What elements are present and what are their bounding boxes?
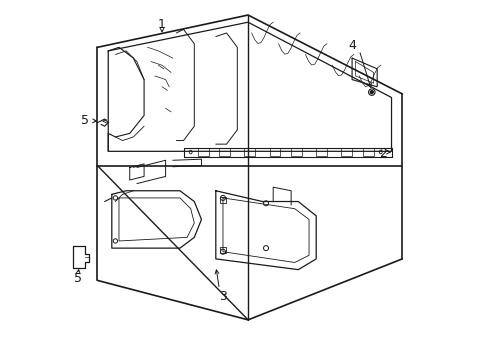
- Text: 2: 2: [378, 147, 386, 159]
- Text: 5: 5: [74, 272, 81, 285]
- Text: 3: 3: [219, 290, 226, 303]
- Text: 1: 1: [158, 18, 165, 31]
- Text: 5: 5: [81, 114, 89, 127]
- Text: 4: 4: [347, 39, 355, 52]
- Circle shape: [369, 91, 372, 94]
